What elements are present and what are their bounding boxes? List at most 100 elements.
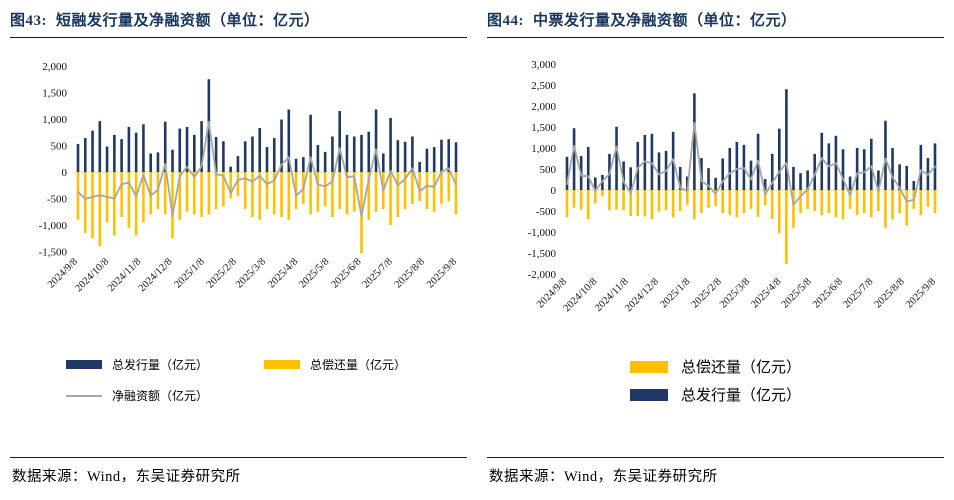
issuance-bar: [586, 146, 590, 190]
x-tick-label: 2025/9/8: [904, 276, 938, 310]
repayment-bar: [171, 172, 174, 239]
x-tick-label: 2025/7/8: [361, 256, 395, 290]
issuance-bar: [287, 109, 291, 172]
issuance-bar: [331, 136, 334, 172]
repayment-bar: [601, 190, 604, 197]
figure-44-legend-row-1: 总偿还量（亿元）: [629, 356, 801, 377]
y-tick-label: 1,500: [42, 87, 67, 99]
issuance-bar: [113, 134, 116, 172]
repayment-bar: [608, 190, 611, 211]
repayment-bar: [345, 172, 349, 215]
repayment-bar: [756, 190, 760, 217]
repayment-bar: [251, 172, 254, 218]
figure-43-title-text: 短融发行量及净融资额（单位：亿元）: [56, 13, 320, 29]
y-tick-label: 500: [540, 164, 557, 176]
issuance-bar: [693, 93, 696, 190]
issuance-bar: [367, 131, 371, 172]
figure-43-bottom-rule: [10, 457, 467, 458]
repayment-bar: [891, 190, 894, 220]
issuance-bar: [848, 176, 852, 190]
y-tick-label: -1,000: [528, 227, 557, 239]
repayment-bar: [403, 172, 407, 210]
issuance-bar: [214, 137, 218, 172]
x-axis-tick-labels: 2024/9/82024/10/82024/11/82024/12/82025/…: [535, 276, 938, 314]
x-tick-label: 2025/1/8: [173, 256, 207, 290]
issuance-bar: [360, 134, 363, 172]
repayment-bar: [664, 190, 668, 211]
repayment-bar: [440, 172, 443, 204]
repayment-bar: [926, 190, 930, 207]
repayment-bar: [714, 190, 717, 206]
repayment-bar: [258, 172, 262, 220]
legend-item-repayment: 总偿还量（亿元）: [264, 356, 406, 373]
x-tick-label: 2025/4/8: [266, 256, 300, 290]
repayment-bar: [200, 172, 203, 218]
repayment-bar: [622, 190, 625, 211]
issuance-bar: [454, 142, 458, 172]
figure-43-legend: 总发行量（亿元） 总偿还量（亿元） 净融资额（亿元）: [10, 356, 467, 418]
issuance-bar: [870, 138, 873, 190]
repayment-bar: [834, 190, 838, 218]
y-axis-tick-labels: 2,000 1,500 1,000 500 0 -500 -1,000 -1,500: [39, 61, 68, 258]
issuance-bar: [678, 166, 682, 190]
issuance-bar: [411, 136, 414, 172]
repayment-bar: [855, 190, 859, 216]
repayment-bar: [185, 172, 189, 212]
figure-44-title-rule: [487, 37, 944, 38]
figure-43-legend-row-1: 总发行量（亿元） 总偿还量（亿元）: [66, 356, 467, 373]
issuance-bar: [862, 149, 866, 190]
x-tick-label: 2025/3/8: [234, 256, 268, 290]
legend-label-repayment: 总偿还量（亿元）: [310, 358, 407, 372]
repayment-bar: [425, 172, 429, 210]
issuance-bar: [98, 121, 102, 172]
repayment-bar: [331, 172, 334, 218]
legend-label-repayment: 总偿还量（亿元）: [680, 360, 801, 376]
issuance-bar: [382, 153, 385, 172]
figure-44-source: 数据来源：Wind，东吴证券研究所: [489, 469, 718, 485]
figure-44-title-text: 中票发行量及净融资额（单位：亿元）: [533, 13, 797, 29]
issuance-bar: [83, 138, 87, 172]
issuance-bar: [323, 151, 327, 172]
issuance-bar: [891, 148, 894, 190]
issuance-bar: [440, 139, 443, 172]
issuance-bar: [105, 146, 109, 172]
net-financing-line: [77, 120, 457, 217]
x-tick-label: 2025/8/8: [393, 256, 427, 290]
repayment-bar: [657, 190, 661, 212]
repayment-bar: [792, 190, 795, 228]
repayment-bar: [877, 190, 880, 211]
x-tick-label: 2025/5/8: [780, 276, 814, 310]
issuance-bar: [134, 132, 138, 172]
issuance-bar-swatch: [629, 388, 668, 401]
issuance-bar: [185, 126, 189, 172]
issuance-bar: [735, 141, 739, 190]
issuance-bar: [251, 136, 254, 172]
figure-43-legend-row-2: 净融资额（亿元）: [66, 387, 467, 404]
issuance-bar: [721, 158, 724, 190]
issuance-bar: [919, 144, 923, 190]
issuance-bar: [156, 152, 160, 172]
issuance-bar: [622, 161, 625, 190]
net-line-swatch: [66, 394, 102, 397]
figure-44-legend-row-2: 总发行量（亿元）: [629, 384, 801, 405]
x-tick-label: 2025/2/8: [690, 276, 724, 310]
repayment-bar: [163, 172, 167, 215]
repayment-bar: [265, 172, 269, 210]
repayment-bars: [565, 190, 937, 264]
repayment-bar: [905, 190, 908, 226]
repayment-bar: [323, 172, 327, 207]
issuance-bar: [418, 161, 421, 172]
repayment-bar: [735, 190, 739, 218]
issuance-bar: [813, 153, 816, 190]
repayment-bar: [785, 190, 788, 264]
issuance-bar: [309, 114, 312, 172]
repayment-bar: [671, 190, 675, 218]
repayment-bar: [113, 172, 116, 236]
y-axis-tick-labels: 3,000 2,500 2,000 1,500 1,000 500 0 -500 -1,000 -…: [528, 59, 557, 281]
issuance-bar: [127, 126, 131, 172]
figure-44-title: 图44: 中票发行量及净融资额（单位：亿元）: [487, 9, 944, 33]
legend-label-issuance: 总发行量（亿元）: [680, 388, 801, 404]
issuance-bar: [222, 141, 225, 172]
x-tick-label: 2024/12/8: [623, 276, 661, 314]
issuance-bar: [898, 164, 901, 190]
